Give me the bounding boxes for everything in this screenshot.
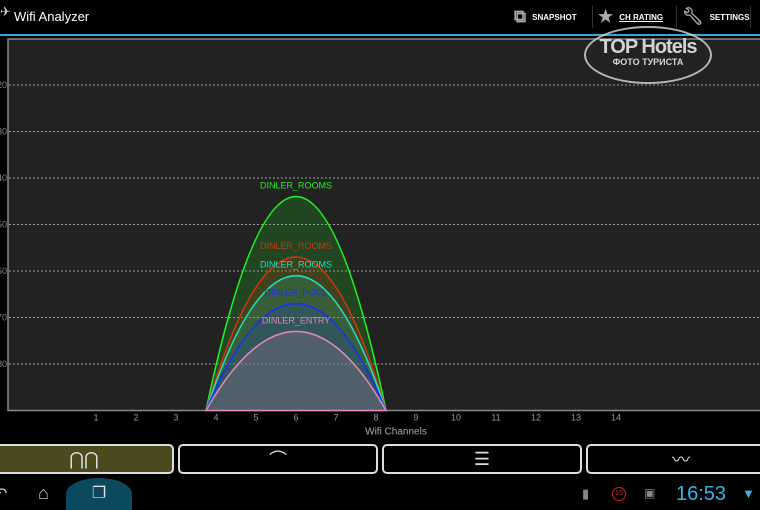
settings-button[interactable]: 🔧︎ SETTINGS: [682, 6, 750, 28]
signal-curve: [204, 256, 388, 412]
plot-area: [7, 38, 760, 412]
ch-rating-label: CH RATING: [619, 12, 664, 22]
image-icon: ▣: [644, 486, 656, 500]
watermark-subtitle: ФОТО ТУРИСТА: [612, 57, 684, 67]
x-tick-label: 2: [133, 413, 138, 423]
signal-label: DINLER_ROOMS: [260, 181, 332, 191]
divider: [592, 6, 593, 28]
gauge-icon: ⌒: [269, 450, 287, 470]
y-tick-label: -50: [0, 220, 7, 230]
home-icon[interactable]: ⌂: [38, 483, 49, 503]
y-tick-label: -40: [0, 173, 7, 183]
app-title: Wifi Analyzer: [14, 9, 90, 24]
watermark-brand: TOP Hotels: [599, 36, 697, 58]
x-tick-label: 8: [373, 413, 378, 423]
signal-label: DINLER_ENTRY: [262, 315, 330, 325]
signal-curve: [204, 302, 388, 412]
x-tick-label: 4: [213, 413, 218, 423]
watermark-logo: TOP Hotels ФОТО ТУРИСТА: [584, 26, 712, 84]
tab-signal-meter[interactable]: ⌒: [178, 444, 378, 474]
snapshot-button[interactable]: ⧉ SNAPSHOT: [514, 6, 577, 28]
list-icon: ☰: [473, 448, 491, 469]
signal-label: DINLER_POOL: [264, 288, 327, 298]
wifi-icon: ▼: [742, 486, 755, 501]
x-tick-label: 5: [253, 413, 258, 423]
x-tick-label: 3: [173, 413, 178, 423]
x-tick-label: 14: [611, 413, 621, 423]
snapshot-icon: ⧉: [514, 7, 527, 26]
action-bar: ✈ Wifi Analyzer ⧉ SNAPSHOT ★ CH RATING 🔧︎ S…: [0, 0, 760, 36]
x-tick-label: 7: [333, 413, 338, 423]
clock: 16:53: [676, 483, 727, 505]
settings-label: SETTINGS: [709, 12, 750, 22]
tab-ap-list[interactable]: ☰: [382, 444, 582, 474]
signal-label: DINLER_ROOMS: [260, 241, 332, 251]
channel-graph-icon: ⋂⋂: [69, 448, 99, 469]
x-tick-label: 13: [571, 413, 581, 423]
x-tick-label: 1: [93, 413, 98, 423]
sd-card-icon: ▮: [582, 486, 590, 501]
snapshot-label: SNAPSHOT: [532, 12, 577, 22]
y-tick-label: -60: [0, 266, 7, 276]
x-tick-label: 9: [413, 413, 418, 423]
signal-label: DINLER_ROOMS: [260, 260, 332, 270]
ch-rating-button[interactable]: ★ CH RATING: [598, 6, 663, 28]
system-nav-bar: ↶ ⌂ ❐ ▮ 15 ▣ ▼: [0, 478, 760, 510]
y-tick-label: -20: [0, 80, 7, 90]
y-tick-label: -80: [0, 359, 7, 369]
divider: [750, 6, 751, 28]
channel-graph: -20-30-40-50-60-70-801234567891011121314…: [0, 38, 760, 438]
signal-curve: [204, 330, 388, 412]
star-icon: ★: [598, 7, 614, 26]
wrench-icon: 🔧︎: [682, 7, 704, 26]
x-tick-label: 10: [451, 413, 461, 423]
signal-curve: [204, 275, 388, 412]
wifi-antenna-icon: ✈: [0, 4, 11, 19]
y-tick-label: -70: [0, 313, 7, 323]
time-graph-icon: 〰: [672, 450, 690, 470]
x-tick-label: 6: [293, 413, 298, 423]
x-axis-label: Wifi Channels: [365, 427, 427, 438]
tab-channel-graph[interactable]: ⋂⋂: [0, 444, 174, 474]
notification-count: 15: [612, 487, 626, 501]
x-tick-label: 11: [491, 413, 500, 423]
recent-apps-icon[interactable]: ❐: [66, 478, 132, 510]
divider: [676, 6, 677, 28]
x-tick-label: 12: [531, 413, 541, 423]
tab-time-graph[interactable]: 〰: [586, 444, 760, 474]
y-tick-label: -30: [0, 127, 7, 137]
back-icon[interactable]: ↶: [0, 486, 8, 503]
